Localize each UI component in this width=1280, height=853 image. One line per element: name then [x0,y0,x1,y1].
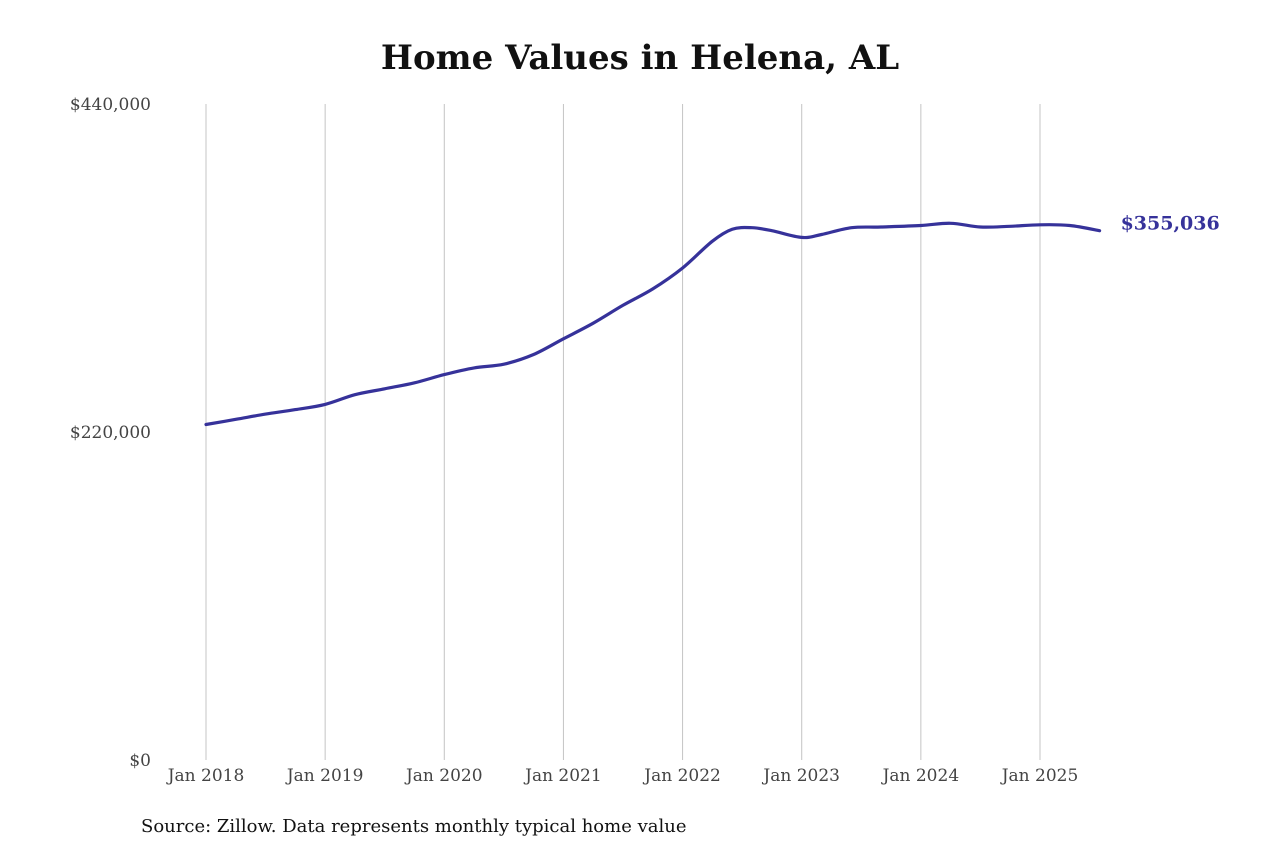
x-axis-ticks: Jan 2018 Jan 2019 Jan 2020 Jan 2021 Jan 2022… [166,766,1079,786]
y-tick-label: $0 [129,751,151,771]
x-tick-label: Jan 2025 [1000,766,1079,786]
x-tick-label: Jan 2019 [285,766,364,786]
series-layer [204,221,1102,427]
y-axis-ticks: $0 $220,000 $440,000 [70,95,151,771]
x-tick-label: Jan 2022 [642,766,721,786]
source-note: Source: Zillow. Data represents monthly … [141,816,687,837]
end-label-layer: $355,036 [1121,213,1220,235]
x-tick-label: Jan 2018 [166,766,245,786]
x-tick-label: Jan 2024 [881,766,960,786]
x-tick-label: Jan 2021 [523,766,602,786]
series-line-0 [204,221,1102,427]
x-tick-label: Jan 2020 [404,766,483,786]
y-tick-label: $220,000 [70,423,151,443]
y-tick-label: $440,000 [70,95,151,115]
vertical-gridlines [205,104,1041,760]
end-value-label: $355,036 [1121,213,1220,235]
x-tick-label: Jan 2023 [761,766,840,786]
chart-title: Home Values in Helena, AL [380,38,900,78]
